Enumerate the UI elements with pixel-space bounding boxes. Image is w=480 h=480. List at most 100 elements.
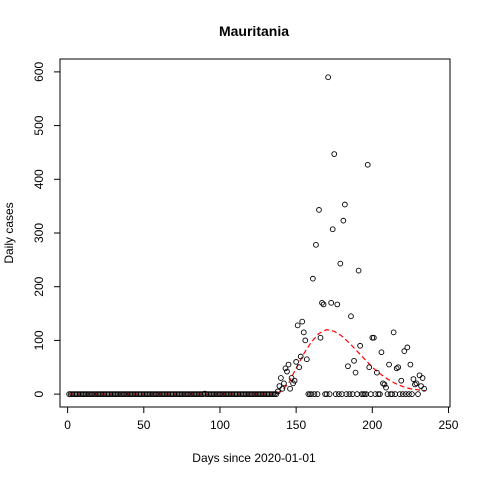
data-point	[389, 391, 395, 397]
data-point	[287, 385, 293, 392]
data-point	[345, 363, 351, 370]
data-point	[419, 375, 426, 381]
data-point	[296, 364, 303, 371]
data-point	[377, 391, 383, 397]
data-point	[349, 391, 356, 397]
x-axis: 0 50 100 150 200 250	[64, 407, 459, 432]
y-tick-label: 400	[32, 169, 46, 189]
data-point	[383, 384, 389, 391]
data-point	[418, 383, 424, 389]
y-tick-label: 600	[32, 62, 46, 82]
data-point	[285, 361, 292, 368]
data-point	[294, 322, 301, 329]
x-tick-label: 150	[286, 418, 306, 432]
data-point	[310, 275, 316, 282]
data-point	[395, 364, 402, 371]
data-point	[366, 364, 373, 371]
data-point	[317, 334, 324, 341]
x-tick-label: 0	[64, 418, 71, 432]
data-point	[326, 391, 333, 397]
data-point	[314, 391, 321, 397]
data-point	[396, 391, 403, 397]
data-point	[390, 329, 397, 336]
fit-line	[69, 329, 426, 395]
data-point	[332, 391, 339, 397]
data-point	[338, 391, 345, 397]
data-point	[288, 375, 295, 381]
data-point	[300, 329, 307, 336]
data-point	[343, 391, 350, 397]
data-point	[276, 383, 283, 389]
data-point	[381, 381, 388, 388]
data-point	[398, 377, 405, 384]
data-point	[275, 388, 281, 395]
data-point	[357, 342, 363, 349]
data-point	[407, 361, 414, 368]
data-point	[352, 369, 359, 376]
data-point	[412, 381, 418, 388]
data-point	[393, 365, 400, 372]
data-point	[328, 299, 335, 306]
data-point	[401, 348, 408, 354]
data-point	[415, 391, 421, 397]
y-tick-label: 300	[32, 223, 46, 243]
y-tick-label: 0	[32, 390, 46, 397]
data-point	[409, 391, 415, 397]
data-point	[334, 301, 341, 308]
data-point	[299, 318, 306, 325]
data-point	[364, 161, 371, 168]
data-point	[313, 241, 319, 248]
data-point	[291, 377, 298, 384]
data-point	[346, 391, 353, 397]
data-point	[348, 313, 354, 320]
data-point	[351, 357, 357, 364]
x-tick-label: 250	[438, 418, 458, 432]
data-point	[416, 372, 423, 379]
data-point	[421, 385, 427, 392]
data-point	[335, 391, 342, 397]
x-tick-label: 100	[210, 418, 230, 432]
chart-title: Mauritania	[219, 23, 289, 39]
data-point	[279, 385, 286, 392]
x-axis-label: Days since 2020-01-01	[192, 451, 316, 465]
x-tick-label: 200	[362, 418, 382, 432]
data-point	[281, 380, 287, 387]
data-point	[282, 365, 289, 372]
data-point	[320, 301, 327, 308]
data-point	[316, 207, 322, 213]
data-point	[367, 391, 374, 397]
y-tick-label: 200	[32, 276, 46, 296]
data-point	[392, 391, 399, 397]
data-point	[302, 337, 309, 344]
data-point	[410, 376, 417, 382]
data-point	[293, 359, 299, 365]
data-point	[329, 226, 336, 233]
data-point	[311, 391, 318, 397]
y-tick-label: 100	[32, 330, 46, 350]
x-tick-label: 50	[137, 418, 151, 432]
data-point	[308, 391, 315, 397]
data-point	[337, 260, 344, 267]
data-point	[331, 151, 338, 157]
data-point	[278, 375, 284, 381]
data-point	[399, 391, 406, 397]
data-point	[406, 391, 412, 397]
plot-frame	[59, 58, 451, 408]
data-point	[402, 391, 409, 397]
data-point	[355, 267, 362, 274]
data-point	[404, 344, 411, 351]
data-point	[323, 391, 330, 397]
y-axis: 0 100 200 300 400 500 600	[32, 62, 60, 397]
data-point	[354, 391, 360, 397]
data-point	[386, 361, 392, 368]
data-point	[325, 74, 331, 81]
data-point	[284, 368, 290, 375]
data-point	[413, 380, 420, 387]
data-point	[380, 380, 386, 387]
points-layer	[66, 74, 427, 397]
data-point	[374, 369, 380, 376]
y-axis-label: Daily cases	[2, 202, 16, 263]
data-point	[378, 349, 385, 356]
data-point	[340, 217, 347, 224]
